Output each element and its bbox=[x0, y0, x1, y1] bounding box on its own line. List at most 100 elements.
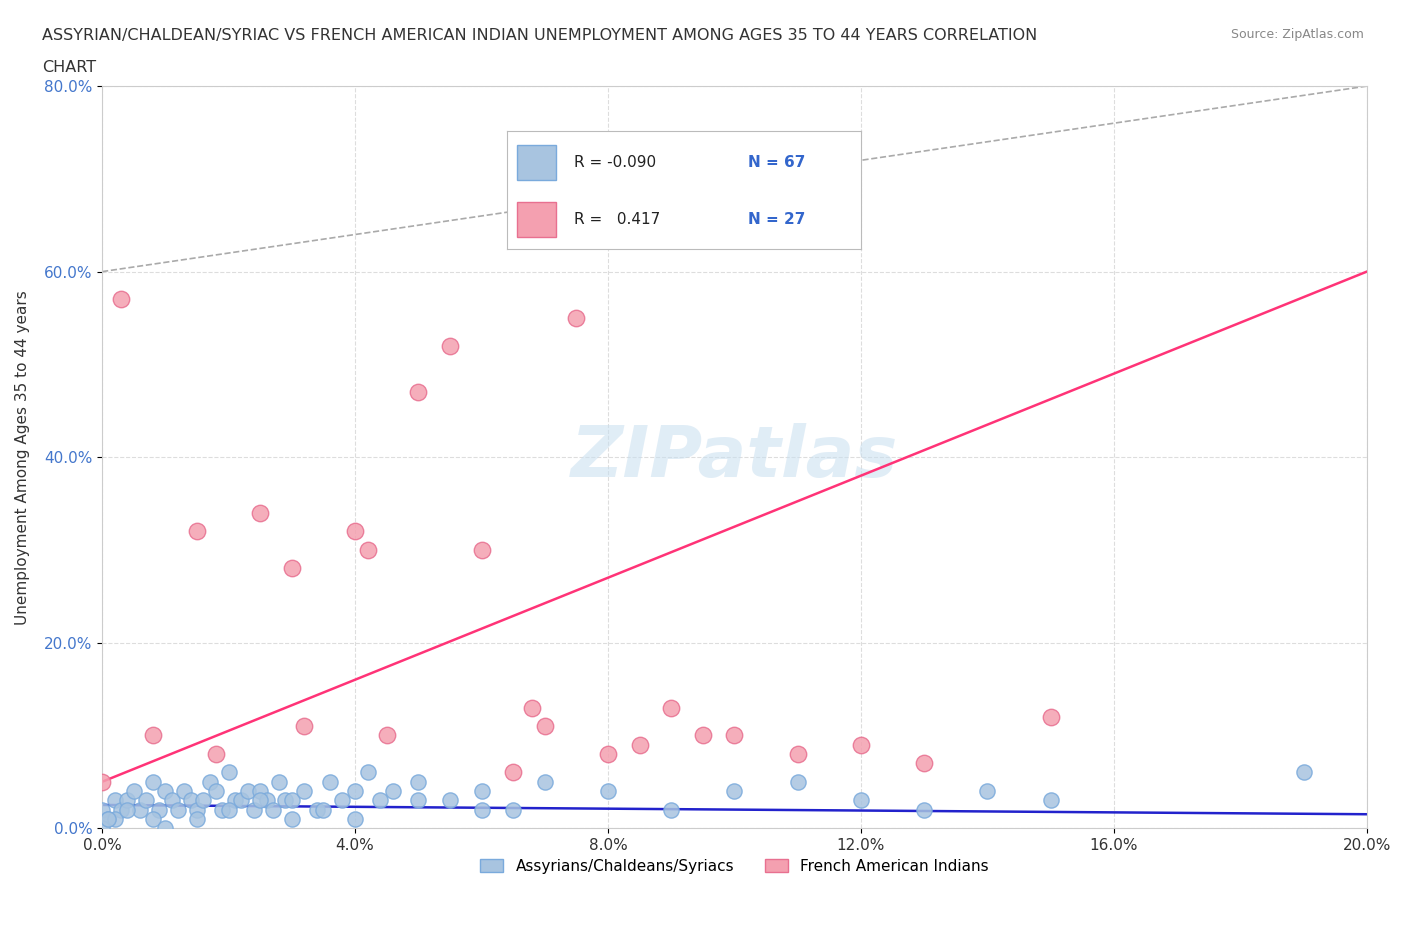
Point bbox=[104, 812, 127, 827]
Point bbox=[198, 775, 221, 790]
Point bbox=[470, 542, 492, 557]
Point bbox=[912, 803, 935, 817]
Point bbox=[91, 803, 114, 817]
Point bbox=[408, 385, 430, 400]
Y-axis label: Unemployment Among Ages 35 to 44 years: Unemployment Among Ages 35 to 44 years bbox=[15, 290, 30, 625]
Point bbox=[565, 311, 588, 325]
Point bbox=[218, 765, 240, 780]
Point bbox=[849, 737, 872, 752]
Point bbox=[193, 793, 215, 808]
Legend: Assyrians/Chaldeans/Syriacs, French American Indians: Assyrians/Chaldeans/Syriacs, French Amer… bbox=[474, 853, 994, 880]
Point bbox=[281, 793, 304, 808]
Point bbox=[723, 784, 745, 799]
Point bbox=[533, 719, 555, 734]
Point bbox=[122, 784, 145, 799]
Point bbox=[596, 784, 619, 799]
Point bbox=[357, 765, 380, 780]
Point bbox=[786, 747, 808, 762]
Point bbox=[723, 728, 745, 743]
Point bbox=[186, 812, 208, 827]
Point bbox=[104, 793, 127, 808]
Point bbox=[110, 803, 132, 817]
Point bbox=[502, 765, 524, 780]
Point bbox=[249, 793, 271, 808]
Point bbox=[502, 803, 524, 817]
Point bbox=[249, 784, 271, 799]
Point bbox=[344, 524, 367, 538]
Point bbox=[659, 803, 682, 817]
Point bbox=[470, 784, 492, 799]
Point bbox=[155, 784, 177, 799]
Point bbox=[231, 793, 253, 808]
Point bbox=[224, 793, 246, 808]
Text: ASSYRIAN/CHALDEAN/SYRIAC VS FRENCH AMERICAN INDIAN UNEMPLOYMENT AMONG AGES 35 TO: ASSYRIAN/CHALDEAN/SYRIAC VS FRENCH AMERI… bbox=[42, 28, 1038, 43]
Point bbox=[596, 747, 619, 762]
Point bbox=[256, 793, 278, 808]
Point bbox=[236, 784, 259, 799]
Point bbox=[155, 820, 177, 835]
Text: Source: ZipAtlas.com: Source: ZipAtlas.com bbox=[1230, 28, 1364, 41]
Point bbox=[205, 784, 228, 799]
Point bbox=[110, 292, 132, 307]
Point bbox=[180, 793, 202, 808]
Point bbox=[211, 803, 233, 817]
Point bbox=[520, 700, 543, 715]
Point bbox=[205, 747, 228, 762]
Point bbox=[357, 542, 380, 557]
Point bbox=[243, 803, 266, 817]
Point bbox=[408, 775, 430, 790]
Point bbox=[148, 803, 170, 817]
Point bbox=[312, 803, 335, 817]
Point bbox=[370, 793, 392, 808]
Point bbox=[470, 803, 492, 817]
Point bbox=[262, 803, 284, 817]
Point bbox=[912, 756, 935, 771]
Point bbox=[117, 793, 139, 808]
Point bbox=[167, 803, 190, 817]
Point bbox=[91, 775, 114, 790]
Point bbox=[142, 775, 165, 790]
Point bbox=[332, 793, 354, 808]
Point bbox=[382, 784, 405, 799]
Point bbox=[249, 505, 271, 520]
Point bbox=[344, 812, 367, 827]
Point bbox=[142, 812, 165, 827]
Point bbox=[408, 793, 430, 808]
Point bbox=[344, 784, 367, 799]
Text: ZIPatlas: ZIPatlas bbox=[571, 422, 898, 492]
Point bbox=[849, 793, 872, 808]
Point bbox=[692, 728, 714, 743]
Point bbox=[160, 793, 183, 808]
Point bbox=[186, 524, 208, 538]
Point bbox=[533, 775, 555, 790]
Point bbox=[439, 339, 461, 353]
Point bbox=[281, 812, 304, 827]
Point bbox=[269, 775, 291, 790]
Point bbox=[375, 728, 398, 743]
Point bbox=[274, 793, 297, 808]
Point bbox=[173, 784, 195, 799]
Point bbox=[97, 812, 120, 827]
Point bbox=[97, 812, 120, 827]
Point bbox=[281, 561, 304, 576]
Point bbox=[142, 728, 165, 743]
Text: CHART: CHART bbox=[42, 60, 96, 75]
Point bbox=[307, 803, 329, 817]
Point bbox=[628, 737, 651, 752]
Point bbox=[976, 784, 998, 799]
Point bbox=[294, 719, 316, 734]
Point bbox=[294, 784, 316, 799]
Point bbox=[129, 803, 152, 817]
Point bbox=[91, 820, 114, 835]
Point bbox=[1292, 765, 1315, 780]
Point bbox=[786, 775, 808, 790]
Point bbox=[319, 775, 342, 790]
Point bbox=[218, 803, 240, 817]
Point bbox=[186, 803, 208, 817]
Point bbox=[439, 793, 461, 808]
Point bbox=[117, 803, 139, 817]
Point bbox=[135, 793, 157, 808]
Point bbox=[1039, 710, 1062, 724]
Point bbox=[1039, 793, 1062, 808]
Point bbox=[659, 700, 682, 715]
